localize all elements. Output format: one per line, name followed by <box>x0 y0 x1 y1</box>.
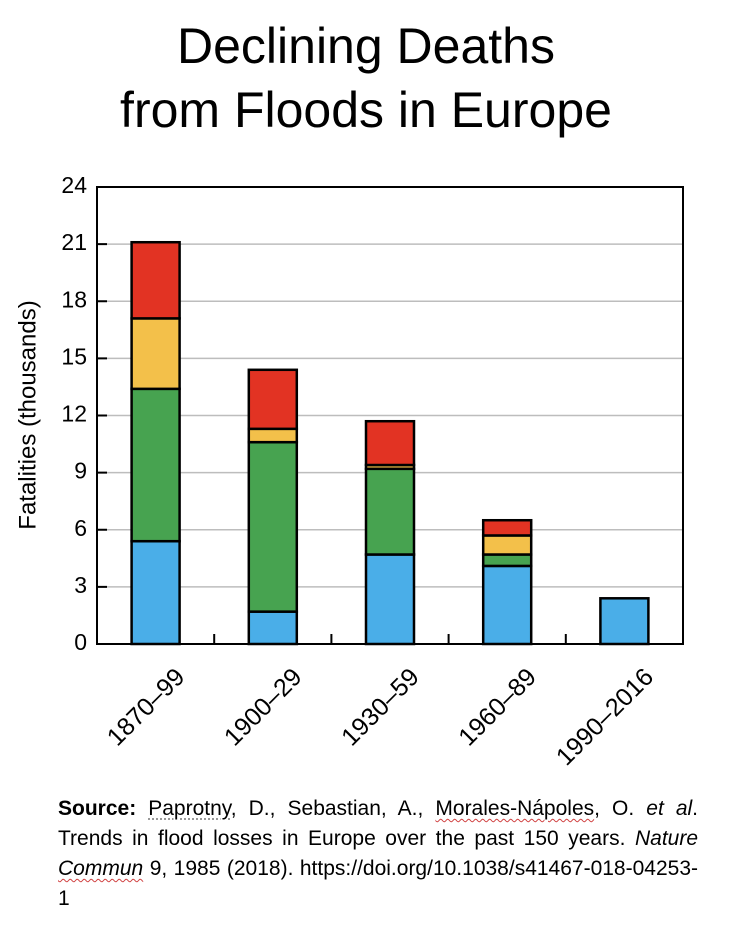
bar-segment-blue <box>247 610 299 646</box>
y-ticks: 0 3 6 9 12 15 18 21 24 <box>61 172 107 655</box>
x-tick-label: 1930–59 <box>336 663 425 752</box>
bar-segment-red <box>247 368 299 431</box>
chart-title: Declining Deaths from Floods in Europe <box>0 14 732 142</box>
source-citation: Source: Paprotny, D., Sebastian, A., Mor… <box>58 794 698 914</box>
y-tick-label: 9 <box>74 458 87 484</box>
bar-segment-red <box>130 240 181 320</box>
x-tick-label: 1900–29 <box>219 663 308 752</box>
bar-segment-yellow <box>481 534 533 556</box>
bar-segment-blue <box>599 597 650 646</box>
bar-segment-green <box>247 440 299 613</box>
bar-segment-red <box>364 419 416 467</box>
bar-chart: 0 3 6 9 12 15 18 21 24 1870–99 1900–29 1930–59 1960… <box>14 172 684 771</box>
y-tick-label: 18 <box>61 286 87 312</box>
y-tick-label: 3 <box>74 572 87 598</box>
journal-name: Nature <box>634 827 698 850</box>
y-tick-label: 0 <box>74 629 87 655</box>
y-tick-label: 24 <box>61 172 87 198</box>
x-ticks: 1870–99 1900–29 1930–59 1960–89 1990–2016 <box>102 634 659 771</box>
author-initial: O. <box>612 797 635 820</box>
authors-comma: , <box>594 797 600 820</box>
title-line-2: from Floods in Europe <box>120 82 612 138</box>
bar-segment-green <box>481 553 533 568</box>
et-al: et al <box>646 797 693 820</box>
bar-segment-blue <box>364 553 416 646</box>
x-tick-label: 1960–89 <box>453 663 542 752</box>
bar-segment-green <box>130 387 181 543</box>
bars <box>130 240 650 646</box>
bar-segment-yellow <box>247 427 299 444</box>
bar-segment-yellow <box>130 317 181 391</box>
author-paprotny: Paprotny <box>148 797 231 820</box>
author-morales: Morales-Nápoles <box>435 797 595 820</box>
bar-segment-green <box>364 467 416 556</box>
y-tick-label: 21 <box>61 229 87 255</box>
y-tick-label: 15 <box>61 343 87 369</box>
x-tick-label: 1870–99 <box>102 663 191 752</box>
y-tick-label: 6 <box>74 515 87 541</box>
authors-text: , D., Sebastian, A., <box>230 797 424 820</box>
x-tick-label: 1990–2016 <box>551 663 659 771</box>
citation-title: . Trends in flood losses in Europe over … <box>58 797 699 850</box>
y-tick-label: 12 <box>61 401 87 427</box>
title-line-1: Declining Deaths <box>177 18 555 74</box>
source-label: Source: <box>58 797 137 820</box>
bar-segment-blue <box>130 539 181 646</box>
bar-segment-blue <box>481 564 533 646</box>
y-axis-label: Fatalities (thousands) <box>14 300 41 529</box>
citation-details: 9, 1985 (2018). https://doi.org/10.1038/… <box>58 857 698 910</box>
bar-segment-red <box>481 518 533 537</box>
journal-abbrev: Commun <box>58 857 144 880</box>
